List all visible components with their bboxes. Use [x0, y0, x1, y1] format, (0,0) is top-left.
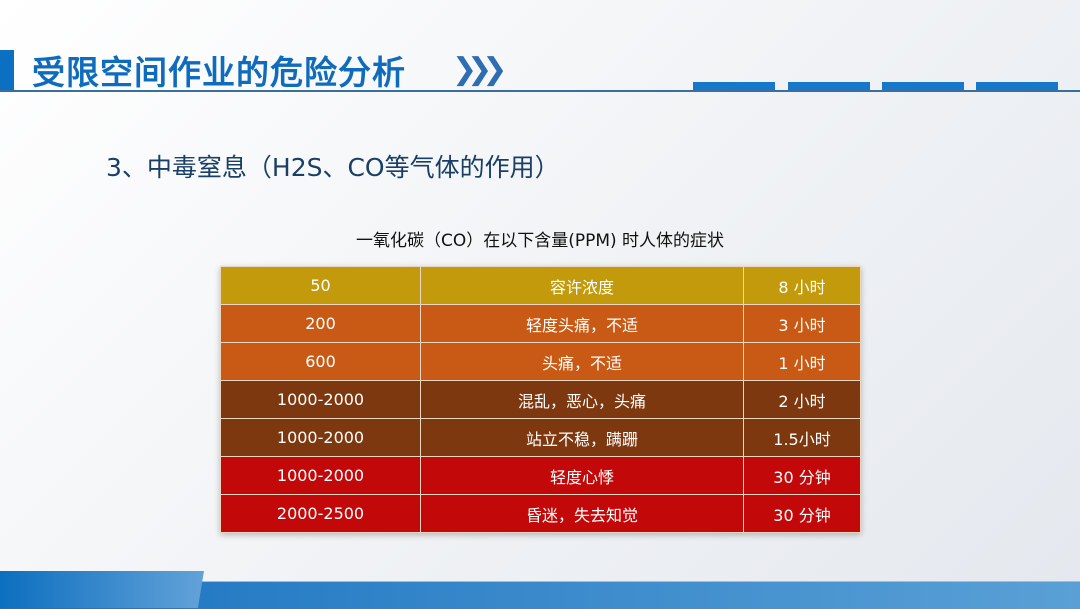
page-title: 受限空间作业的危险分析: [32, 53, 406, 92]
header-decor-bar: [882, 82, 964, 90]
ppm-cell: 200: [220, 304, 421, 343]
symptom-cell: 昏迷，失去知觉: [420, 494, 744, 533]
header-decor-bar: [693, 82, 775, 90]
ppm-cell: 600: [220, 342, 421, 381]
symptom-cell: 轻度心悸: [420, 456, 744, 495]
duration-cell: 2 小时: [743, 380, 861, 419]
table-row: 1000-2000 轻度心悸 30 分钟: [220, 456, 861, 495]
duration-cell: 1 小时: [743, 342, 861, 381]
header-decor-bar: [788, 82, 870, 90]
symptom-cell: 混乱，恶心，头痛: [420, 380, 744, 419]
duration-cell: 3 小时: [743, 304, 861, 343]
duration-cell: 8 小时: [743, 266, 861, 305]
footer-accent: [0, 571, 204, 608]
ppm-cell: 1000-2000: [220, 380, 421, 419]
table-row: 50 容许浓度 8 小时: [220, 266, 861, 305]
symptom-cell: 容许浓度: [420, 266, 744, 305]
table-row: 600 头痛，不适 1 小时: [220, 342, 861, 381]
title-accent-block: [0, 50, 14, 90]
table-row: 1000-2000 混乱，恶心，头痛 2 小时: [220, 380, 861, 419]
duration-cell: 1.5小时: [743, 418, 861, 457]
co-symptom-table: 50 容许浓度 8 小时 200 轻度头痛，不适 3 小时 600 头痛，不适 1 小时 1000…: [220, 266, 861, 533]
header-divider: [0, 90, 1080, 92]
ppm-cell: 50: [220, 266, 421, 305]
symptom-cell: 头痛，不适: [420, 342, 744, 381]
duration-cell: 30 分钟: [743, 494, 861, 533]
table-caption: 一氧化碳（CO）在以下含量(PPM) 时人体的症状: [355, 231, 725, 251]
ppm-cell: 1000-2000: [220, 456, 421, 495]
header-decor-bar: [976, 82, 1058, 90]
table-row: 1000-2000 站立不稳，蹒跚 1.5小时: [220, 418, 861, 457]
section-subtitle: 3、中毒窒息（H2S、CO等气体的作用）: [106, 153, 560, 182]
table-row: 200 轻度头痛，不适 3 小时: [220, 304, 861, 343]
duration-cell: 30 分钟: [743, 456, 861, 495]
symptom-cell: 轻度头痛，不适: [420, 304, 744, 343]
ppm-cell: 1000-2000: [220, 418, 421, 457]
double-chevron-right-icon: ❯❯❯: [452, 52, 508, 87]
symptom-cell: 站立不稳，蹒跚: [420, 418, 744, 457]
table-row: 2000-2500 昏迷，失去知觉 30 分钟: [220, 494, 861, 533]
ppm-cell: 2000-2500: [220, 494, 421, 533]
